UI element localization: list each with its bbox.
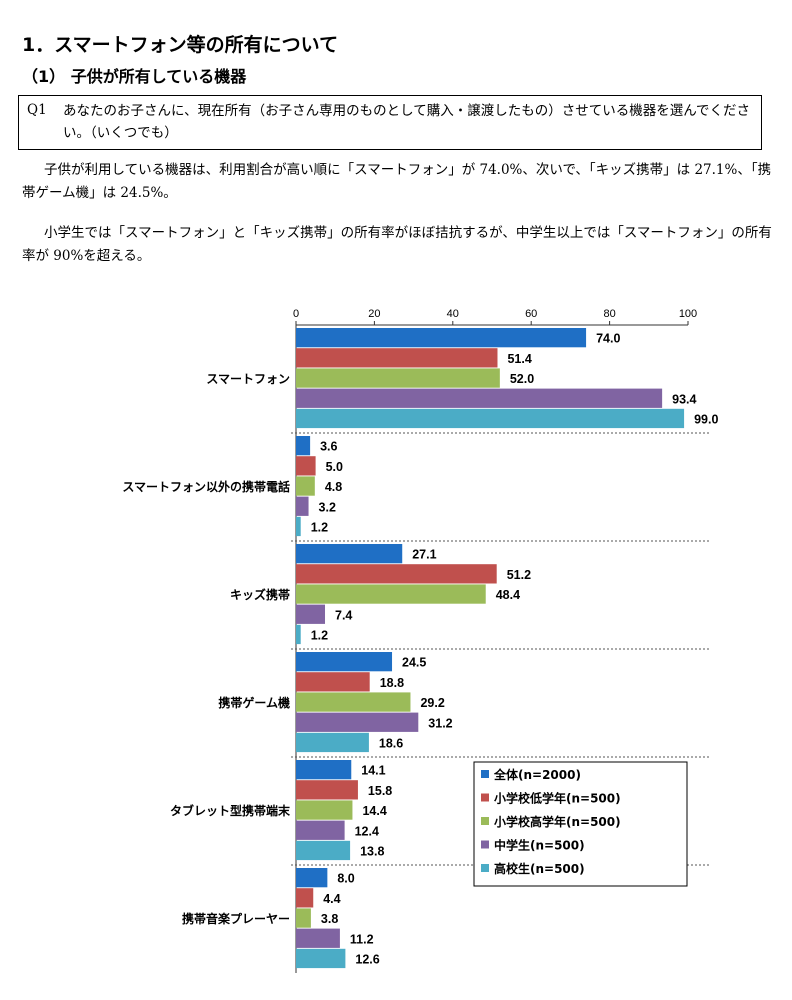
section-heading: 1．スマートフォン等の所有について — [22, 34, 339, 56]
bar-value-label: 11.2 — [350, 932, 374, 946]
x-tick-label: 100 — [679, 308, 697, 320]
bar-value-label: 52.0 — [510, 372, 534, 386]
bar — [296, 780, 358, 800]
bar — [296, 436, 311, 456]
bar — [296, 564, 497, 584]
legend-swatch — [481, 770, 489, 778]
subsection-heading: （1） 子供が所有している機器 — [22, 67, 247, 86]
category-label: スマートフォン — [206, 372, 290, 386]
legend-label: 中学生(n=500) — [494, 838, 585, 853]
bar-value-label: 18.6 — [379, 736, 403, 750]
legend-label: 全体(n=2000) — [493, 767, 581, 782]
bar-value-label: 1.2 — [311, 628, 328, 642]
bar — [296, 584, 486, 604]
bar-value-label: 24.5 — [402, 656, 426, 670]
legend-swatch — [481, 793, 489, 802]
bar-value-label: 3.8 — [321, 912, 338, 926]
bar — [296, 328, 587, 348]
category-label: キッズ携帯 — [230, 587, 290, 602]
bar-value-label: 3.2 — [319, 500, 336, 514]
bar-value-label: 93.4 — [672, 392, 696, 406]
bar-value-label: 3.6 — [320, 440, 337, 454]
x-tick-label: 0 — [293, 308, 299, 320]
bar-value-label: 29.2 — [420, 696, 444, 710]
legend-label: 小学校高学年(n=500) — [494, 814, 621, 829]
bar — [296, 928, 340, 948]
bar — [296, 348, 498, 368]
bar — [296, 800, 353, 820]
question-text: あなたのお子さんに、現在所有（お子さん専用のものとして購入・譲渡したもの）させて… — [63, 103, 751, 141]
legend-label: 高校生(n=500) — [494, 861, 585, 876]
bar — [296, 888, 314, 908]
summary-paragraph-1: 子供が利用している機器は、利用割合が高い順に「スマートフォン」が 74.0%、次… — [22, 162, 772, 201]
legend-swatch — [481, 840, 489, 849]
bar-value-label: 48.4 — [496, 588, 520, 602]
bar — [296, 408, 685, 429]
bar-value-label: 15.8 — [368, 784, 392, 798]
bar-value-label: 7.4 — [335, 608, 352, 622]
bar-value-label: 12.6 — [355, 952, 379, 966]
bar — [296, 672, 370, 692]
category-label: 携帯ゲーム機 — [218, 695, 290, 710]
x-tick-label: 20 — [368, 308, 380, 320]
bar — [296, 692, 411, 712]
bar-value-label: 31.2 — [428, 716, 452, 730]
x-tick-label: 60 — [525, 308, 537, 320]
question-box: Q1 あなたのお子さんに、現在所有（お子さん専用のものとして購入・譲渡したもの）… — [18, 95, 762, 150]
category-label: スマートフォン以外の携帯電話 — [122, 479, 290, 494]
bar-value-label: 51.2 — [507, 568, 531, 582]
bar-value-label: 14.4 — [362, 804, 386, 818]
bar — [296, 476, 315, 496]
bar — [296, 388, 663, 408]
bar — [296, 516, 301, 537]
bar — [296, 624, 301, 645]
bar-value-label: 99.0 — [694, 412, 718, 426]
bar — [296, 760, 352, 780]
bar-value-label: 14.1 — [361, 764, 385, 778]
bar-value-label: 74.0 — [596, 332, 620, 346]
bar-value-label: 1.2 — [311, 520, 328, 534]
bar-value-label: 8.0 — [337, 872, 354, 886]
legend-swatch — [481, 817, 489, 825]
bar — [296, 604, 326, 624]
category-label: 携帯音楽プレーヤー — [182, 911, 290, 926]
x-tick-label: 40 — [447, 308, 459, 320]
bar — [296, 712, 419, 732]
bar — [296, 456, 316, 476]
bar — [296, 908, 311, 928]
legend-swatch — [481, 864, 489, 872]
bar — [296, 544, 403, 564]
bar-value-label: 27.1 — [412, 548, 436, 562]
legend-label: 小学校低学年(n=500) — [494, 791, 621, 806]
bar-value-label: 51.4 — [507, 352, 531, 366]
bar — [296, 368, 500, 388]
bar — [296, 820, 345, 840]
legend-box — [473, 761, 688, 887]
question-number: Q1 — [27, 102, 47, 118]
bar-value-label: 13.8 — [360, 844, 384, 858]
bar-value-label: 12.4 — [355, 824, 379, 838]
category-label: タブレット型携帯端末 — [170, 803, 291, 818]
bar-value-label: 18.8 — [380, 676, 404, 690]
bar — [296, 652, 393, 672]
bar — [296, 868, 328, 888]
bar-value-label: 5.0 — [326, 460, 343, 474]
summary-paragraph-2: 小学生では「スマートフォン」と「キッズ携帯」の所有率がほぼ拮抗するが、中学生以上… — [22, 225, 772, 264]
bar — [296, 496, 309, 516]
bar-value-label: 4.8 — [325, 480, 342, 494]
bar — [296, 948, 346, 969]
bar — [296, 732, 369, 753]
bar-value-label: 4.4 — [323, 892, 340, 906]
bar — [296, 840, 351, 861]
x-tick-label: 80 — [603, 308, 615, 320]
